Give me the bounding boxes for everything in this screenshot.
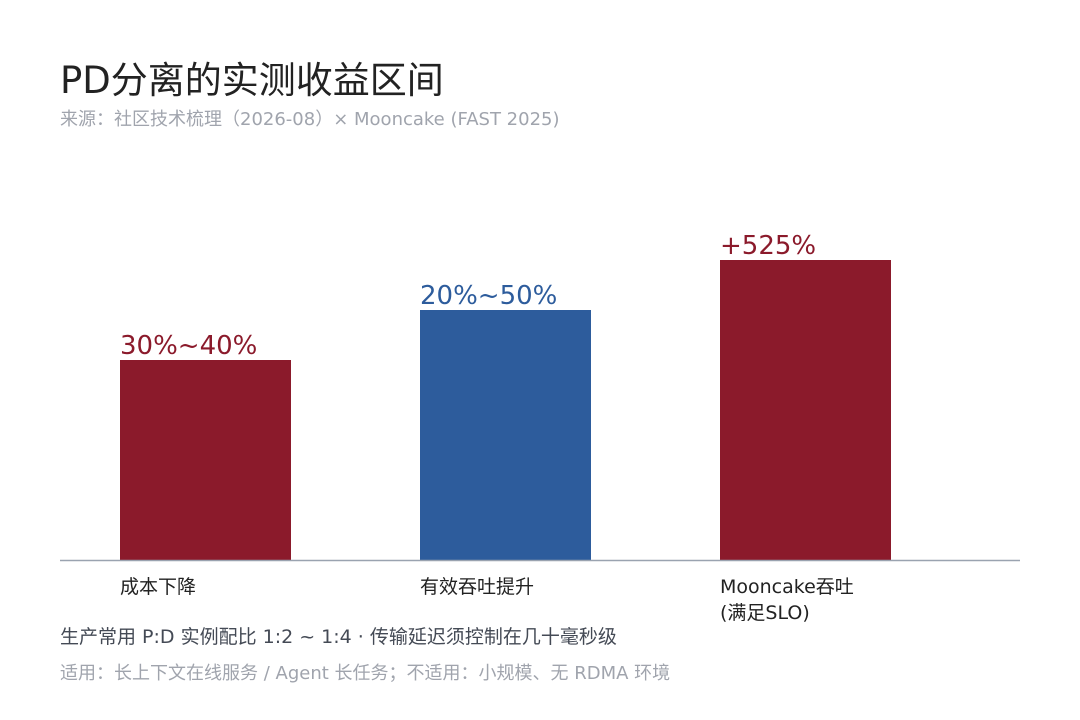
category-label: 有效吞吐提升 — [420, 576, 534, 598]
category-label: Mooncake吞吐(满足SLO) — [720, 576, 854, 624]
category-label: 成本下降 — [120, 576, 196, 598]
value-label: 30%~40% — [120, 331, 257, 361]
bar — [420, 310, 591, 560]
chart-title: PD分离的实测收益区间 — [60, 59, 444, 102]
chart-subtitle: 来源：社区技术梳理（2026-08）× Mooncake (FAST 2025) — [60, 109, 560, 130]
chart-footnote: 适用：长上下文在线服务 / Agent 长任务；不适用：小规模、无 RDMA 环… — [60, 663, 671, 684]
value-label: 20%~50% — [420, 281, 557, 311]
bar — [120, 360, 291, 560]
chart-note: 生产常用 P:D 实例配比 1:2 ~ 1:4 · 传输延迟须控制在几十毫秒级 — [60, 626, 617, 648]
value-label: +525% — [720, 231, 816, 261]
bar — [720, 260, 891, 560]
